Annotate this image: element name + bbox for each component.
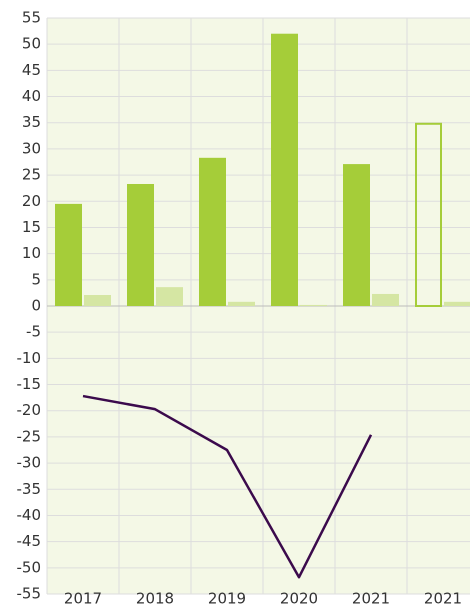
bar bbox=[84, 295, 111, 306]
x-tick-label: 2020 bbox=[280, 590, 318, 608]
y-tick-label: -25 bbox=[17, 427, 42, 445]
y-tick-label: -50 bbox=[17, 558, 42, 576]
x-tick-label: 2018 bbox=[136, 590, 174, 608]
y-tick-label: 15 bbox=[22, 218, 41, 236]
x-tick-label: 2021 bbox=[352, 590, 390, 608]
y-tick-label: -10 bbox=[17, 349, 42, 367]
y-tick-label: -40 bbox=[17, 506, 42, 524]
y-tick-label: -15 bbox=[17, 375, 42, 393]
bar bbox=[271, 33, 298, 306]
x-tick-label: 2021 bbox=[424, 590, 462, 608]
y-tick-label: 55 bbox=[22, 9, 41, 27]
bar bbox=[300, 304, 327, 306]
bar bbox=[228, 301, 255, 306]
y-tick-label: 50 bbox=[22, 35, 41, 53]
bar bbox=[55, 203, 82, 306]
y-tick-label: 10 bbox=[22, 244, 41, 262]
y-tick-label: -5 bbox=[26, 323, 41, 341]
y-tick-label: 45 bbox=[22, 61, 41, 79]
y-tick-label: 20 bbox=[22, 192, 41, 210]
bar bbox=[156, 287, 183, 306]
x-tick-label: 2019 bbox=[208, 590, 246, 608]
y-tick-label: 30 bbox=[22, 139, 41, 157]
y-tick-label: -20 bbox=[17, 401, 42, 419]
bar bbox=[372, 293, 399, 306]
y-tick-label: -45 bbox=[17, 532, 42, 550]
bar bbox=[127, 183, 154, 306]
x-tick-label: 2017 bbox=[64, 590, 102, 608]
y-tick-label: -30 bbox=[17, 454, 42, 472]
y-tick-label: 35 bbox=[22, 113, 41, 131]
y-tick-label: -35 bbox=[17, 480, 42, 498]
bar bbox=[444, 301, 470, 306]
y-tick-label: 5 bbox=[31, 270, 41, 288]
bar-outline bbox=[415, 122, 442, 307]
y-tick-label: 40 bbox=[22, 87, 41, 105]
y-tick-label: 25 bbox=[22, 166, 41, 184]
y-tick-label: 0 bbox=[31, 297, 41, 315]
bar bbox=[343, 164, 370, 306]
y-tick-label: -55 bbox=[17, 585, 42, 603]
bar bbox=[199, 157, 226, 306]
line bbox=[82, 394, 373, 579]
